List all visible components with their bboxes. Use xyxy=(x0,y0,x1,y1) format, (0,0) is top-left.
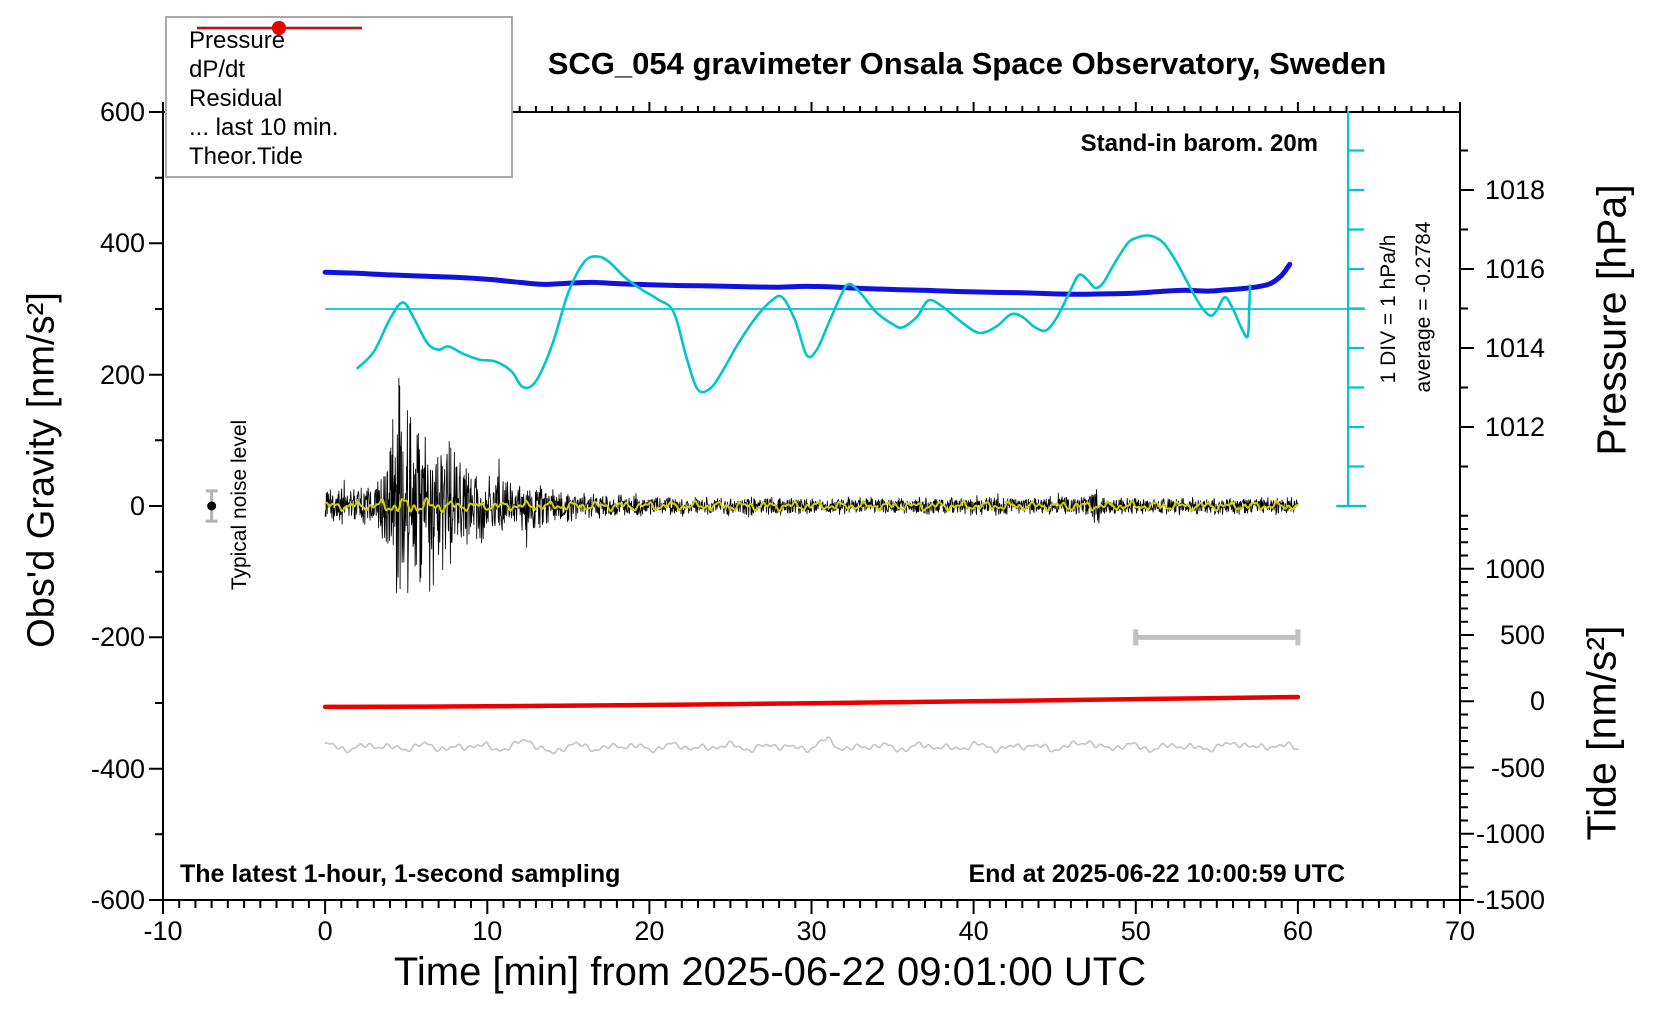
page-title: SCG_054 gravimeter Onsala Space Observat… xyxy=(547,46,1387,81)
x-tick-label: 50 xyxy=(1120,916,1151,946)
legend-label: Pressure xyxy=(189,26,286,54)
noise-marker-dot xyxy=(207,501,217,511)
tide-curve xyxy=(322,694,1301,710)
x-tick-label: 70 xyxy=(1444,916,1476,946)
residual-curve xyxy=(324,377,1299,594)
noise-level-label: Typical noise level xyxy=(228,419,251,591)
legend: Pressure dP/dt Residual... last 10 min. The… xyxy=(165,16,513,178)
legend-label: Residual xyxy=(189,84,283,112)
gravity-tick-label: -400 xyxy=(90,753,145,784)
div-scale-label: 1 DIV = 1 hPa/h xyxy=(1377,234,1400,384)
gravity-tick-label: -200 xyxy=(90,622,145,653)
x-tick-label: 10 xyxy=(472,916,503,946)
pressure-tick-label: 1014 xyxy=(1484,333,1545,363)
tide-tick-label: 1000 xyxy=(1484,553,1545,584)
x-tick-label: 60 xyxy=(1282,916,1313,946)
gravity-tick-label: -600 xyxy=(90,885,145,915)
pressure-tick-label: 1018 xyxy=(1484,175,1545,205)
legend-item: Residual xyxy=(167,26,511,113)
legend-label: dP/dt xyxy=(189,55,246,83)
gravity-tick-label: 600 xyxy=(99,97,145,127)
average-label: average = -0.2784 xyxy=(1412,221,1435,393)
residual-filtered-curve xyxy=(324,497,1299,513)
gravity-tick-label: 0 xyxy=(129,491,145,521)
pressure-curve xyxy=(322,261,1293,297)
legend-item: dP/dt xyxy=(167,21,511,84)
legend-item: Theor.Tide xyxy=(167,21,511,171)
gravity-tick-label: 400 xyxy=(99,228,145,259)
annotation-sampling: The latest 1-hour, 1-second sampling xyxy=(180,860,621,888)
last10-curve xyxy=(324,736,1299,755)
pressure-tick-label: 1016 xyxy=(1484,254,1545,284)
tide-tick-label: 500 xyxy=(1499,620,1545,650)
tide-tick-label: -500 xyxy=(1490,752,1545,783)
tide-tick-label: -1000 xyxy=(1475,818,1545,849)
pressure-axis-title: Pressure [hPa] xyxy=(1588,184,1635,456)
annotation-end-time: End at 2025-06-22 10:00:59 UTC xyxy=(968,860,1345,888)
gravity-axis-title: Obs'd Gravity [nm/s²] xyxy=(20,292,63,648)
last10-scale-bar xyxy=(1133,629,1301,646)
x-tick-label: 40 xyxy=(958,916,989,946)
pressure-tick-label: 1012 xyxy=(1484,412,1545,442)
legend-item: ... last 10 min. xyxy=(167,26,511,142)
legend-swatch-line-dot xyxy=(197,21,362,35)
x-tick-label: 0 xyxy=(317,916,333,946)
legend-label: ... last 10 min. xyxy=(189,113,339,141)
x-tick-label: 30 xyxy=(796,916,827,946)
dpdt-div-ruler xyxy=(1336,111,1367,508)
tide-tick-label: 0 xyxy=(1529,686,1545,717)
gravity-tick-label: 200 xyxy=(99,359,145,390)
legend-label: Theor.Tide xyxy=(189,142,303,170)
x-tick-label: 20 xyxy=(634,916,665,946)
time-axis-title: Time [min] from 2025-06-22 09:01:00 UTC xyxy=(393,950,1147,994)
tide-tick-label: -1500 xyxy=(1475,885,1545,915)
annotation-barometer: Stand-in barom. 20m xyxy=(1080,130,1318,157)
x-tick-label: -10 xyxy=(143,916,183,946)
tide-axis-title: Tide [nm/s²] xyxy=(1578,625,1625,841)
dpdt-curve xyxy=(356,234,1252,394)
